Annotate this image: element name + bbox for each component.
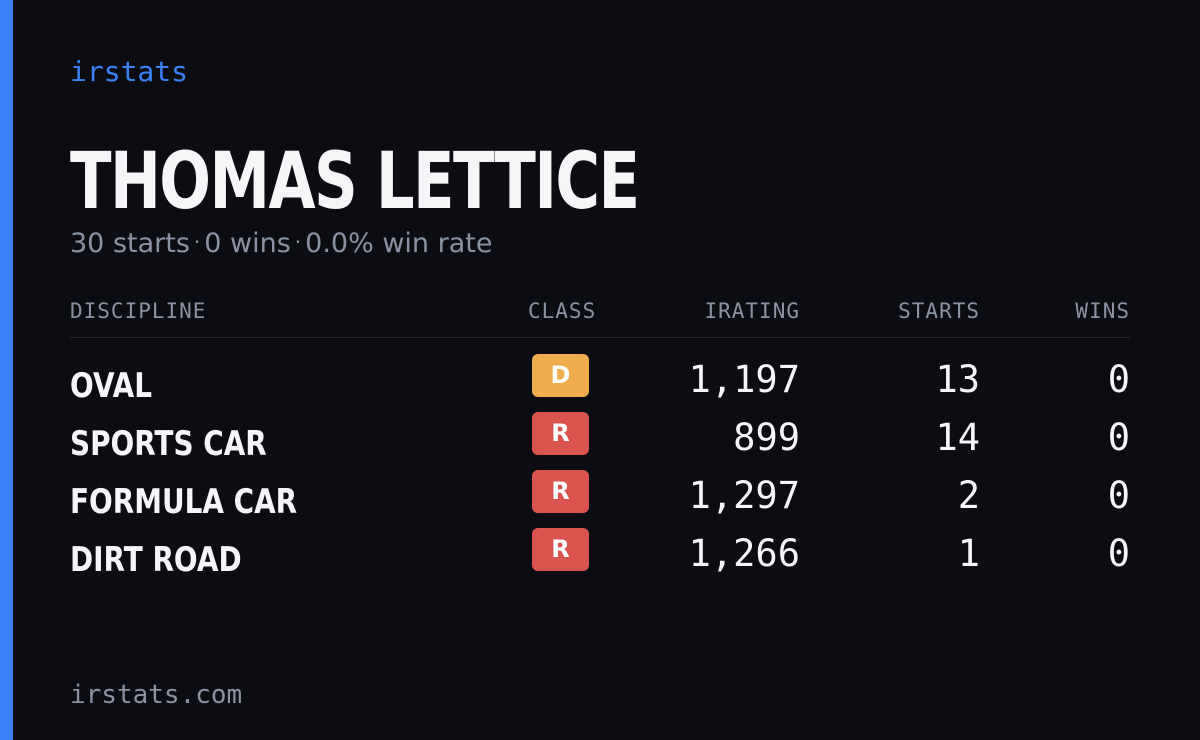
discipline-name: SPORTS CAR bbox=[70, 424, 267, 464]
accent-bar bbox=[0, 0, 13, 740]
starts-value: 13 bbox=[935, 358, 980, 401]
summary-wins: 0 wins bbox=[204, 228, 291, 259]
table-row: SPORTS CAR R 899 14 0 bbox=[70, 412, 1130, 470]
discipline-name: OVAL bbox=[70, 366, 152, 406]
column-header-class: CLASS bbox=[528, 299, 597, 323]
starts-value: 1 bbox=[957, 532, 980, 575]
irating-value: 1,297 bbox=[688, 474, 800, 517]
table-row: OVAL D 1,197 13 0 bbox=[70, 354, 1130, 412]
irating-value: 899 bbox=[733, 416, 800, 459]
summary-starts: 30 starts bbox=[70, 228, 190, 259]
summary-win-rate: 0.0% win rate bbox=[305, 228, 493, 259]
wins-value: 0 bbox=[1107, 358, 1130, 401]
wins-value: 0 bbox=[1107, 532, 1130, 575]
table-row: DIRT ROAD R 1,266 1 0 bbox=[70, 528, 1130, 586]
column-header-wins: WINS bbox=[1075, 299, 1130, 323]
brand-logo[interactable]: irstats bbox=[70, 55, 189, 88]
discipline-name: FORMULA CAR bbox=[70, 482, 298, 522]
starts-value: 14 bbox=[935, 416, 980, 459]
irating-value: 1,266 bbox=[688, 532, 800, 575]
table-header: DISCIPLINE CLASS IRATING STARTS WINS bbox=[70, 299, 1130, 338]
license-class-badge: R bbox=[532, 470, 589, 513]
wins-value: 0 bbox=[1107, 474, 1130, 517]
column-header-discipline: DISCIPLINE bbox=[70, 299, 207, 323]
table-row: FORMULA CAR R 1,297 2 0 bbox=[70, 470, 1130, 528]
column-header-irating: IRATING bbox=[704, 299, 800, 323]
driver-summary: 30 starts · 0 wins · 0.0% win rate bbox=[70, 228, 492, 259]
summary-separator: · bbox=[193, 230, 201, 254]
summary-separator: · bbox=[294, 230, 302, 254]
irating-value: 1,197 bbox=[688, 358, 800, 401]
starts-value: 2 bbox=[957, 474, 980, 517]
wins-value: 0 bbox=[1107, 416, 1130, 459]
license-class-badge: R bbox=[532, 412, 589, 455]
column-header-starts: STARTS bbox=[898, 299, 980, 323]
license-class-badge: D bbox=[532, 354, 589, 397]
driver-name: THOMAS LETTICE bbox=[70, 137, 640, 227]
license-class-badge: R bbox=[532, 528, 589, 571]
footer-site-url[interactable]: irstats.com bbox=[70, 680, 243, 710]
discipline-name: DIRT ROAD bbox=[70, 540, 242, 580]
